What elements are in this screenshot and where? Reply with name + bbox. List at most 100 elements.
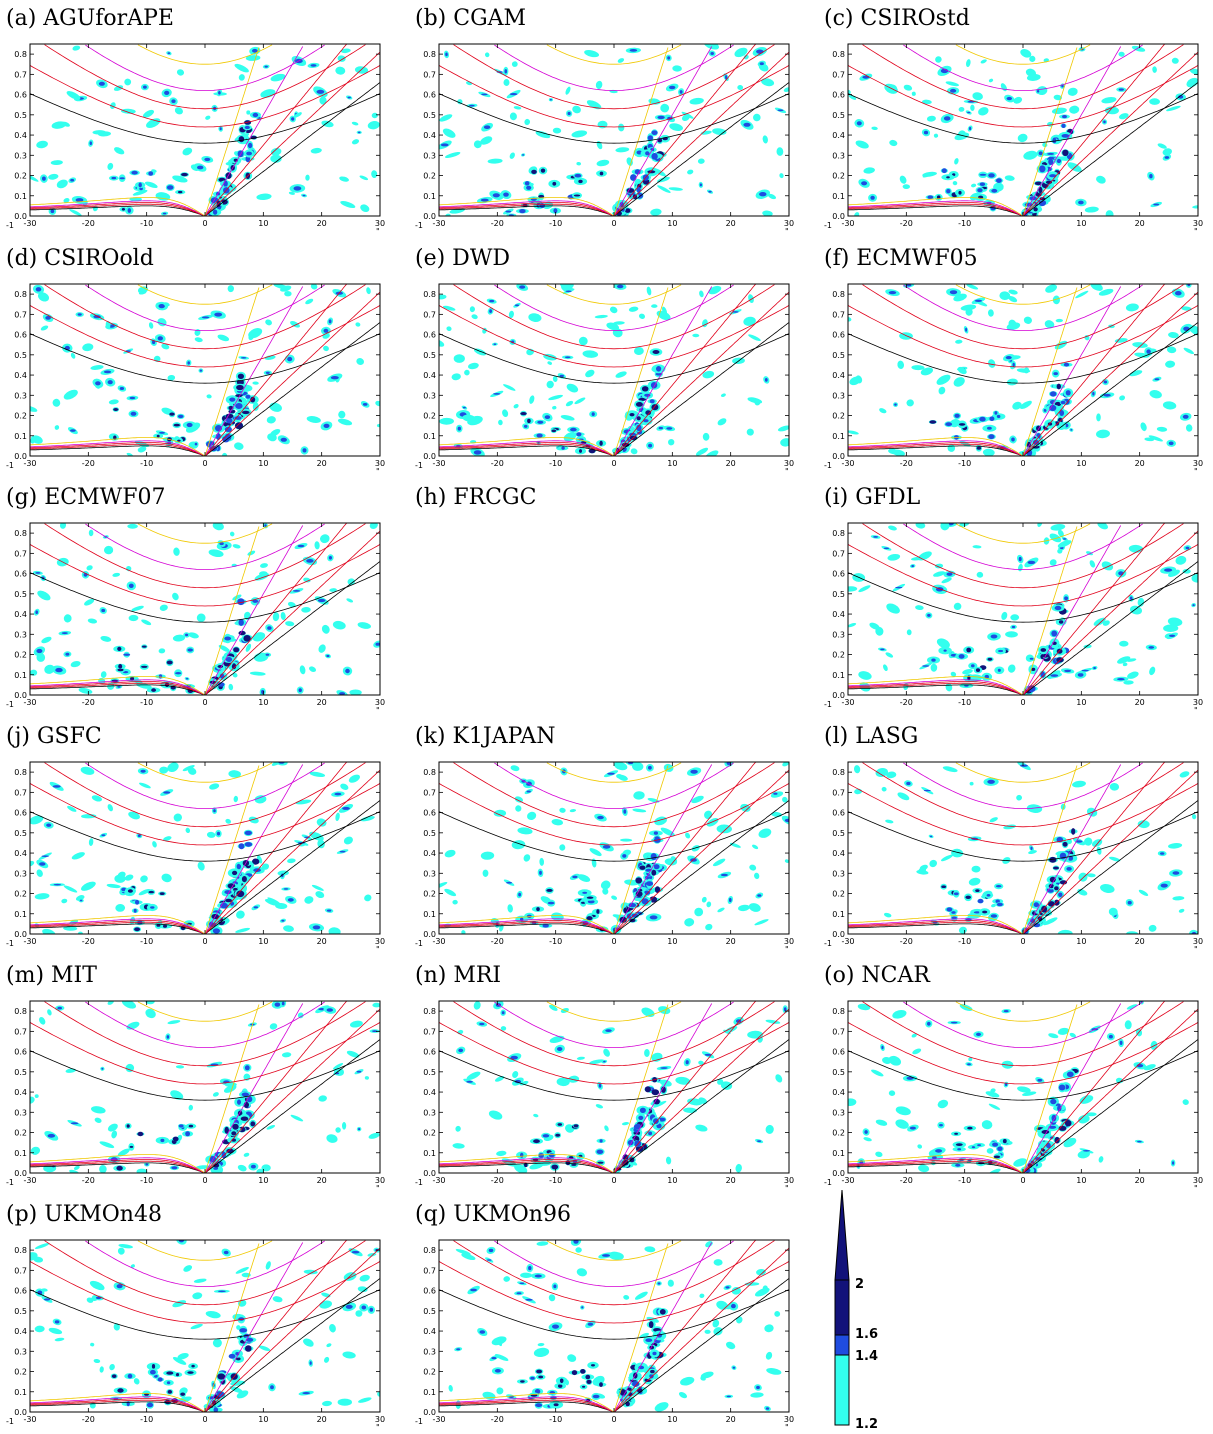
contour-blob <box>988 359 996 368</box>
dispersion-curve <box>848 333 1198 384</box>
contour-blob <box>536 907 540 912</box>
y-tick-label: 0.1 <box>832 192 845 201</box>
chart-panel: (n) MRI -30 -20 -10 0 10 20 30 0.0 0.1 0.2 0.3 0.4 0.… <box>409 957 799 1195</box>
contour-blob <box>990 914 998 918</box>
contour-blob <box>34 893 50 900</box>
contour-blob <box>1005 631 1018 638</box>
contour-blob <box>172 1136 179 1142</box>
contour-blob <box>73 1165 80 1171</box>
contour-blob <box>578 336 588 346</box>
contour-blob <box>514 796 524 803</box>
contour-blob <box>882 1057 892 1064</box>
y-tick-label: 0.2 <box>423 172 436 181</box>
contour-blob <box>173 423 180 427</box>
x-tick-label: -30 <box>432 1415 445 1424</box>
contour-blob <box>99 1165 107 1173</box>
plot-area <box>439 284 789 456</box>
contour-blob <box>481 93 488 96</box>
contour-blob <box>1149 174 1153 179</box>
contour-blob <box>244 125 250 130</box>
contour-blob <box>308 666 317 672</box>
contour-blob <box>243 1152 250 1157</box>
x-tick-label: -30 <box>23 1415 36 1424</box>
contour-blob <box>565 290 572 293</box>
contour-blob <box>1168 569 1180 577</box>
contour-blob <box>531 169 537 174</box>
contour-blob <box>520 1272 533 1279</box>
contour-blob <box>1077 673 1084 677</box>
y-tick-label: 0.8 <box>832 50 845 59</box>
contour-blob <box>611 895 618 900</box>
contour-blob <box>966 647 972 653</box>
contour-blob <box>496 1150 507 1157</box>
dispersion-curve <box>848 205 1024 216</box>
contour-blob <box>668 187 683 191</box>
contour-blob <box>185 1131 191 1137</box>
dispersion-curve <box>613 1008 789 1173</box>
contour-blob <box>36 869 43 877</box>
dispersion-curve <box>439 197 615 216</box>
x-tick-label: 20 <box>1135 459 1145 468</box>
dispersion-curve <box>439 1261 789 1324</box>
contour-blob <box>342 806 350 810</box>
y-tick-label: 0.8 <box>832 768 845 777</box>
contour-blob <box>456 1348 461 1351</box>
dispersion-curve <box>30 1401 206 1412</box>
dispersion-curve <box>44 1240 366 1306</box>
contour-blob <box>190 1323 203 1330</box>
contour-blob <box>1185 546 1190 550</box>
contour-blob <box>1182 1099 1189 1105</box>
dispersion-curve <box>30 1159 206 1173</box>
contour-blob <box>1023 150 1038 160</box>
dispersion-curve <box>848 684 1024 695</box>
contour-blob <box>357 1286 368 1293</box>
contour-blob <box>137 1131 144 1137</box>
contour-blob <box>969 126 972 131</box>
y-tick-label: 0.5 <box>832 351 845 360</box>
dispersion-curve <box>494 1240 734 1287</box>
contour-blob <box>1006 96 1012 101</box>
contour-blob <box>36 653 46 662</box>
contour-blob <box>1033 207 1038 212</box>
dispersion-curve <box>204 1001 347 1173</box>
dispersion-curve <box>137 523 273 544</box>
contour-blob <box>1093 617 1106 626</box>
contour-blob <box>764 378 768 382</box>
contour-blob <box>552 1324 559 1329</box>
contour-blob <box>634 346 644 356</box>
corner-label: " <box>785 467 789 476</box>
contour-blob <box>439 294 447 300</box>
contour-blob <box>487 158 503 164</box>
contour-blob <box>1016 368 1031 373</box>
contour-blob <box>222 436 230 443</box>
contour-blob <box>229 1385 244 1394</box>
y-tick-label: 0.6 <box>423 1048 436 1057</box>
contour-blob <box>958 523 970 527</box>
contour-blob <box>997 1146 1003 1151</box>
y-tick-label: 0.0 <box>14 1169 27 1178</box>
y-tick-label: 0.2 <box>832 651 845 660</box>
contour-blob <box>175 672 182 675</box>
contour-blob <box>979 182 986 186</box>
contour-blob <box>137 834 141 837</box>
contour-blob <box>174 107 183 115</box>
dispersion-curve <box>613 762 756 934</box>
contour-blob <box>598 1083 602 1088</box>
contour-blob <box>173 547 180 556</box>
contour-blob <box>998 649 1004 653</box>
contour-blob <box>160 1138 165 1143</box>
contour-blob <box>231 663 237 670</box>
contour-blob <box>1129 605 1143 615</box>
contour-blob <box>249 671 266 676</box>
x-tick-label: 30 <box>1193 698 1203 707</box>
contour-blob <box>906 629 912 636</box>
contour-blob <box>599 1139 603 1143</box>
contour-blob <box>1013 96 1023 104</box>
contour-blob <box>1061 84 1064 88</box>
contour-blob <box>848 430 859 435</box>
contour-blob <box>1028 850 1037 855</box>
contour-blob <box>761 78 775 87</box>
dispersion-curve <box>848 783 1198 846</box>
x-tick-label: -10 <box>140 219 153 228</box>
y-tick-label: 0.1 <box>423 1149 436 1158</box>
